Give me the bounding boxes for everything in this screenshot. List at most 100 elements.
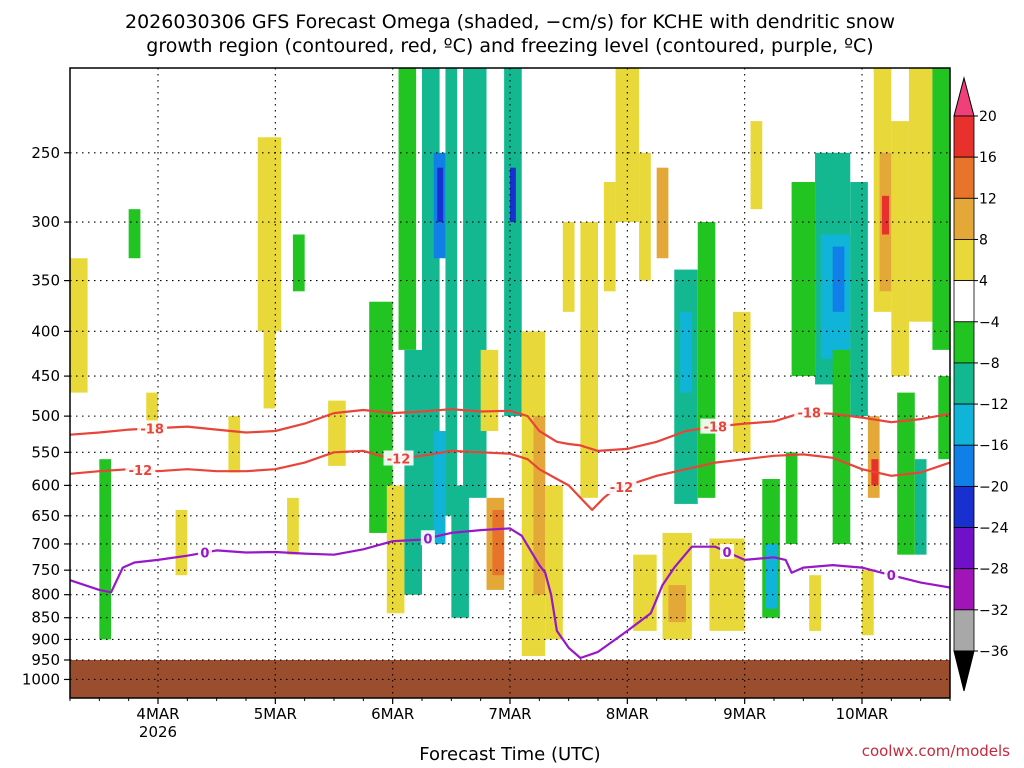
colorbar-swatch-13 — [953, 609, 975, 652]
omega-cell-54 — [832, 349, 851, 544]
omega-cell-24 — [492, 509, 505, 576]
omega-cell-3 — [146, 392, 158, 432]
isotherm-label-bg-2-3 — [884, 567, 899, 583]
chart-title-line1: 2026030306 GFS Forecast Omega (shaded, −… — [125, 11, 895, 33]
x-tick-label-6: 6MAR — [371, 705, 414, 723]
omega-cell-56 — [867, 416, 880, 498]
colorbar-label-13: −36 — [979, 644, 1009, 660]
isotherm-label-bg-1-1 — [383, 450, 414, 466]
omega-cell-2 — [128, 209, 141, 259]
x-axis-label: Forecast Time (UTC) — [419, 744, 600, 765]
colorbar-swatch-11 — [953, 527, 975, 570]
colorbar-legend: 20 16 12 8 4 −4 −8 −12 −16 −20 −24 −28 −32 −36 — [953, 76, 1009, 692]
omega-cell-10 — [328, 400, 346, 466]
isotherm-label-bg-0-2 — [794, 404, 825, 420]
isotherm-contours: -18 -18 -18 -12 -12 -12 0 0 0 0 — [70, 404, 950, 660]
isotherm-label-bg-0-0 — [137, 420, 168, 436]
y-tick-label-1000: 1000 — [22, 670, 60, 688]
omega-cell-49 — [809, 575, 821, 631]
colorbar-label-8: −16 — [979, 438, 1009, 454]
omega-cell-31 — [580, 222, 598, 498]
colorbar-label-1: 16 — [979, 150, 997, 166]
y-tick-label-250: 250 — [31, 144, 60, 162]
omega-cell-35 — [639, 152, 651, 281]
isotherm-label-bg-2-0 — [197, 544, 212, 560]
isotherm-label-bg-1-2 — [606, 478, 637, 494]
y-tick-label-450: 450 — [31, 367, 60, 385]
omega-cell-11 — [369, 301, 393, 533]
colorbar-top-arrow — [953, 76, 975, 117]
y-tick-label-300: 300 — [31, 213, 60, 231]
omega-cell-44 — [750, 121, 763, 210]
ground-terrain — [70, 660, 950, 698]
isotherm-label-bg-0-1 — [700, 418, 731, 434]
y-tick-label-700: 700 — [31, 535, 60, 553]
colorbar-swatch-8 — [953, 403, 975, 446]
omega-cell-7 — [263, 331, 276, 409]
y-tick-label-900: 900 — [31, 630, 60, 648]
y-tick-label-650: 650 — [31, 507, 60, 525]
omega-cell-6 — [257, 137, 282, 332]
omega-cell-43 — [732, 311, 751, 453]
colorbar-swatch-4 — [953, 239, 975, 282]
omega-cell-14 — [404, 349, 422, 595]
isotherm-label-1-1: -12 — [387, 452, 411, 467]
omega-cell-48 — [791, 182, 816, 377]
x-tick-label-10: 10MAR — [836, 705, 889, 723]
isotherm-label-2-1: 0 — [423, 532, 432, 547]
omega-cell-40 — [680, 311, 692, 393]
colorbar-bottom-arrow — [953, 650, 975, 692]
colorbar-swatch-2 — [953, 156, 975, 199]
y-tick-label-950: 950 — [31, 651, 60, 669]
grid-lines — [70, 68, 950, 698]
colorbar-swatch-7 — [953, 362, 975, 405]
isotherm-label-2-2: 0 — [723, 546, 732, 561]
omega-cell-21 — [463, 68, 487, 498]
omega-cell-22 — [480, 349, 499, 432]
isotherm-label-0-1: -18 — [704, 421, 728, 436]
x-tick-label-5: 5MAR — [254, 705, 297, 723]
omega-cell-5 — [228, 416, 241, 473]
omega-cell-20 — [451, 485, 469, 618]
colorbar-swatch-3 — [953, 197, 975, 240]
omega-cell-28 — [533, 416, 546, 595]
colorbar-label-5: −4 — [979, 315, 1000, 331]
colorbar-label-2: 12 — [979, 191, 997, 207]
x-tick-label-7: 7MAR — [488, 705, 531, 723]
isotherm-line-1 — [70, 449, 950, 511]
colorbar-swatch-9 — [953, 444, 975, 487]
omega-cell-4 — [175, 509, 188, 576]
omega-cell-12 — [386, 485, 405, 614]
isotherm-label-bg-2-1 — [420, 530, 435, 546]
isotherm-label-1-2: -12 — [610, 481, 634, 496]
y-tick-label-400: 400 — [31, 322, 60, 340]
colorbar-label-7: −12 — [979, 397, 1009, 413]
omega-cell-8 — [287, 497, 299, 555]
omega-cell-53 — [850, 182, 868, 417]
x-tick-label-9: 9MAR — [723, 705, 766, 723]
x-tick-sublabel-4: 2026 — [139, 723, 177, 741]
colorbar-label-9: −20 — [979, 479, 1009, 495]
omega-cell-38 — [668, 585, 686, 623]
colorbar-swatch-6 — [953, 321, 975, 364]
isotherm-label-1-0: -12 — [129, 464, 153, 479]
omega-cell-18 — [433, 431, 446, 544]
y-tick-label-500: 500 — [31, 407, 60, 425]
colorbar-swatch-10 — [953, 485, 975, 528]
isotherm-label-0-2: -18 — [797, 407, 821, 422]
omega-cell-0 — [70, 258, 88, 393]
y-tick-label-850: 850 — [31, 609, 60, 627]
omega-cell-47 — [785, 452, 798, 544]
y-axis: 250 300 350 400 450 500 550 600 650 700 750 800 850 9… — [22, 144, 70, 688]
colorbar-label-10: −24 — [979, 521, 1009, 537]
omega-cell-64 — [914, 459, 927, 555]
colorbar-label-6: −8 — [979, 356, 1000, 372]
y-tick-label-800: 800 — [31, 586, 60, 604]
omega-cell-13 — [398, 68, 417, 350]
x-tick-label-4: 4MAR — [136, 705, 179, 723]
omega-cell-17 — [437, 167, 444, 223]
x-tick-label-8: 8MAR — [606, 705, 649, 723]
isotherm-label-2-0: 0 — [200, 547, 209, 562]
